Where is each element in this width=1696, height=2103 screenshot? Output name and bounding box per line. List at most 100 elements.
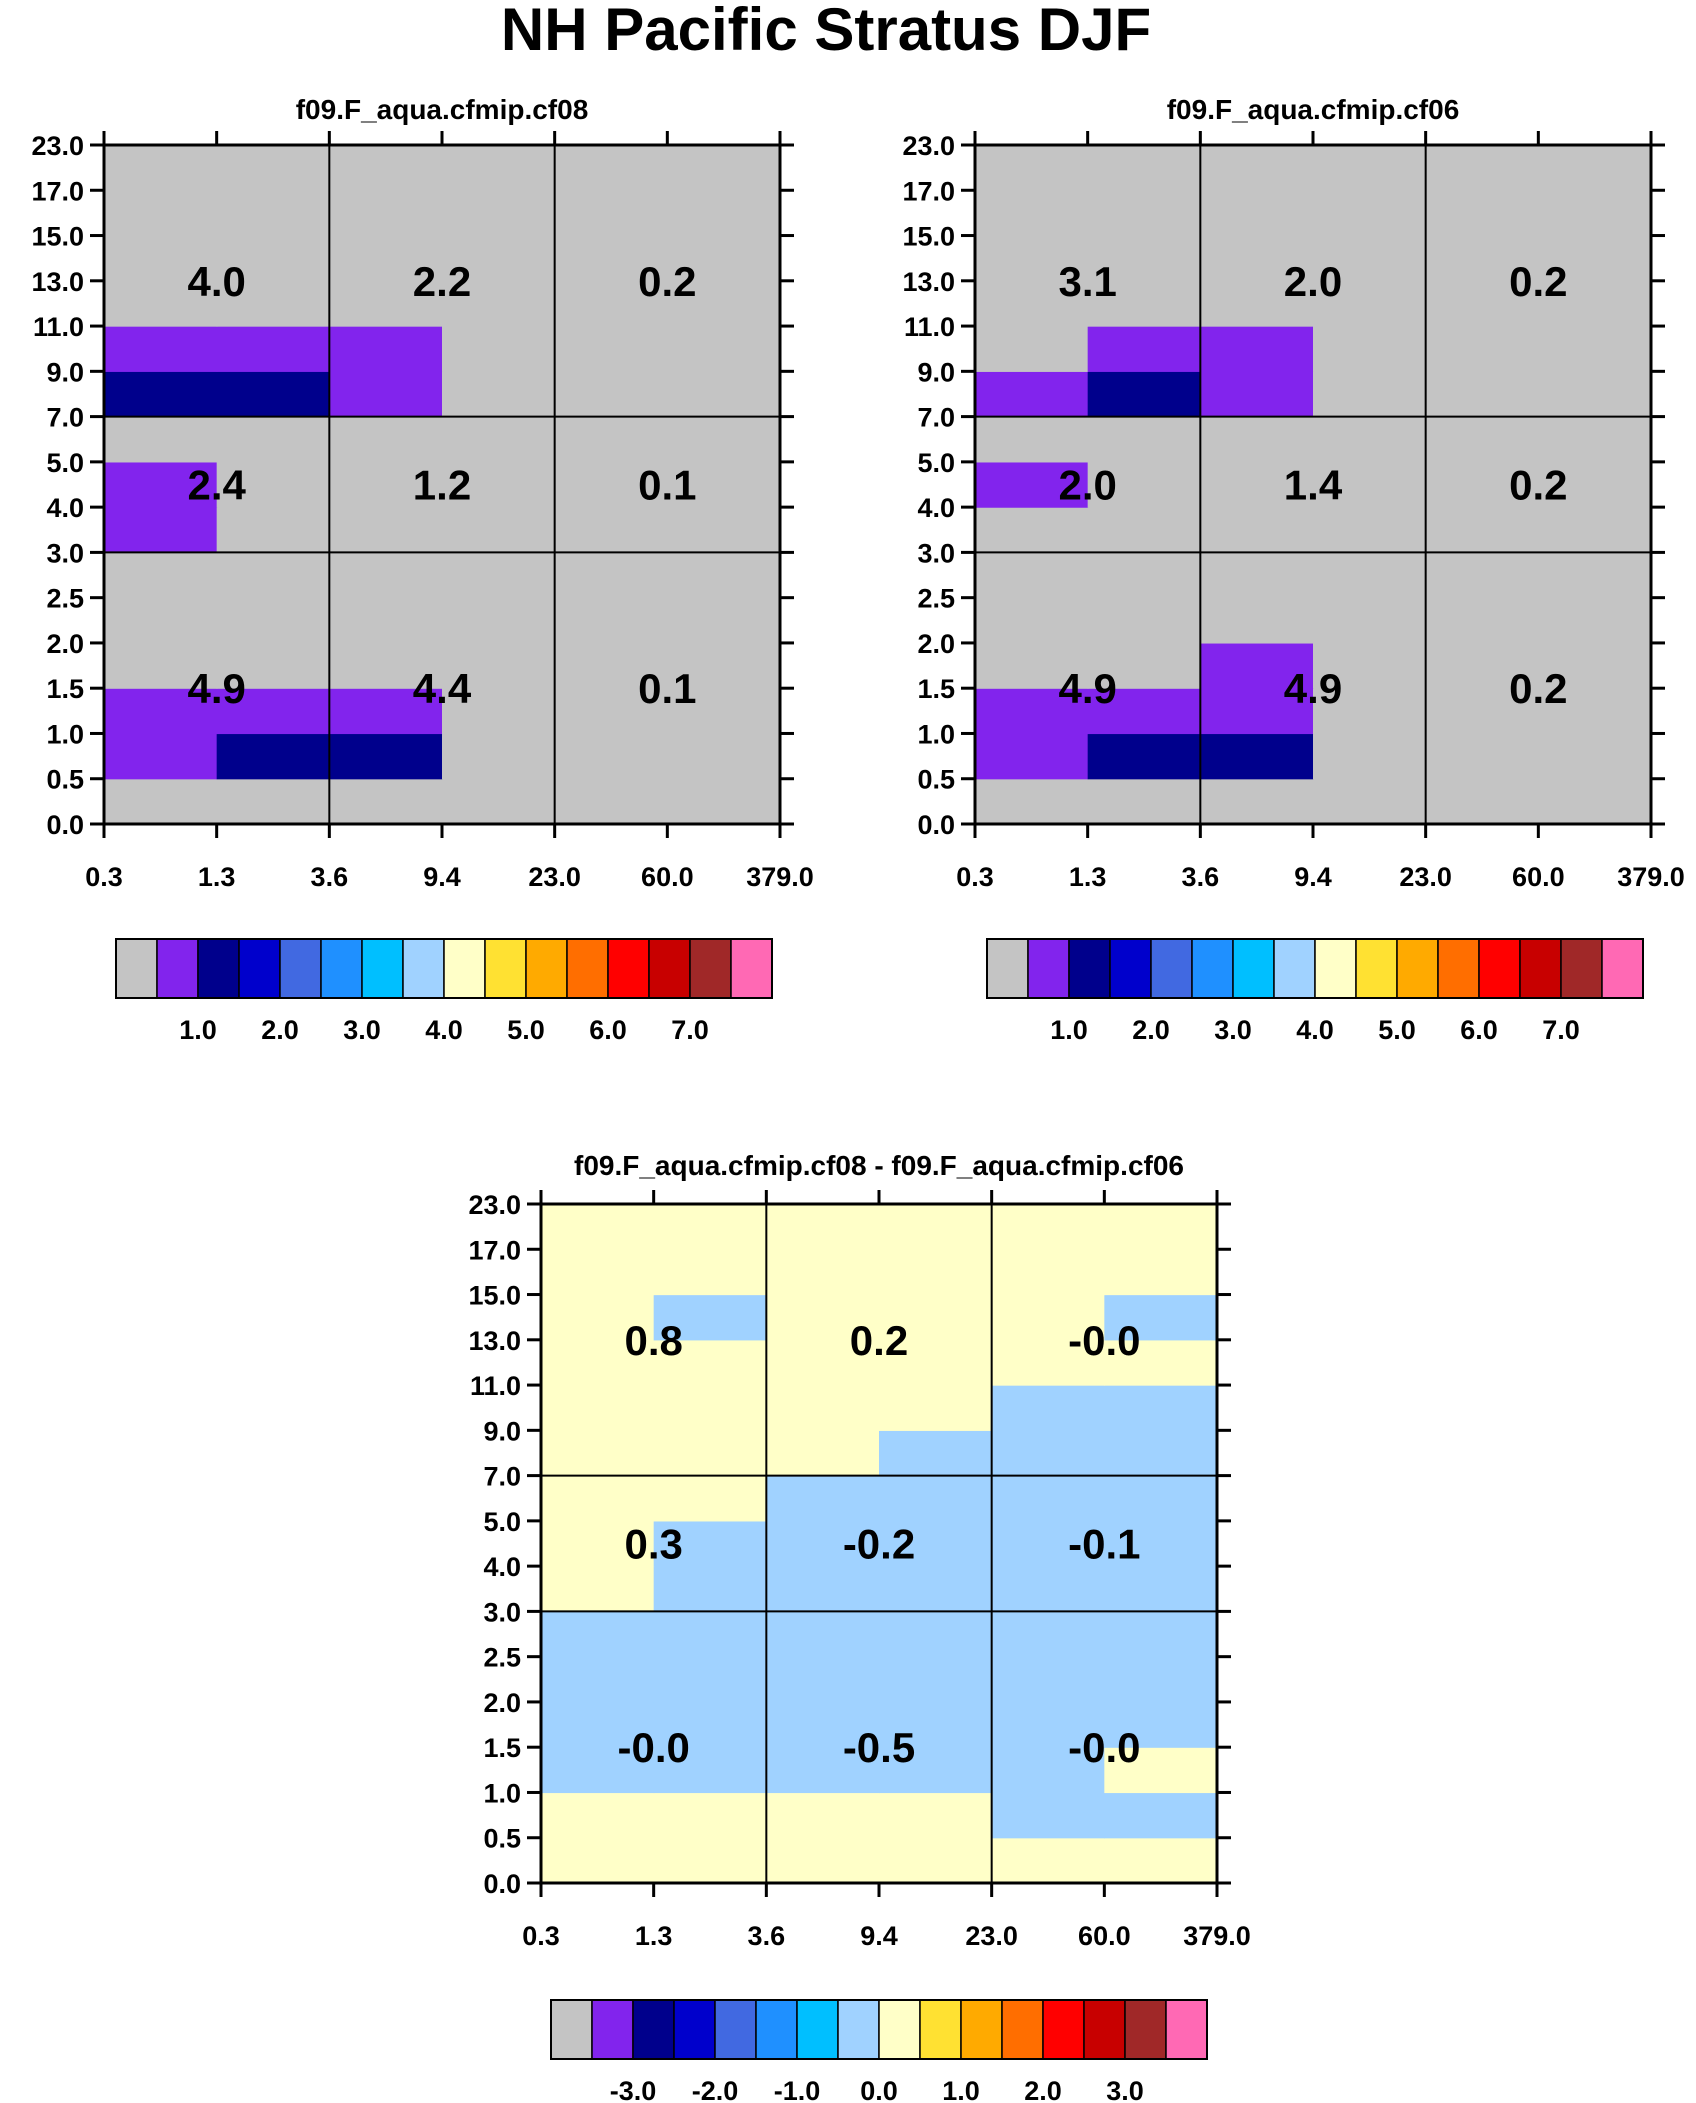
colorbar-label: 6.0 (1460, 1015, 1498, 1045)
colorbar-swatch (525, 938, 568, 999)
heatmap-cell (104, 778, 218, 825)
heatmap-cell (216, 642, 330, 689)
heatmap-cell (1425, 371, 1539, 418)
heatmap-cell (879, 1294, 993, 1341)
colorbar-swatch (919, 1999, 962, 2060)
heatmap-cell (104, 642, 218, 689)
colorbar-swatch (1109, 938, 1152, 999)
heatmap-cell (1313, 552, 1427, 599)
heatmap-cell (1087, 778, 1201, 825)
heatmap-cell (541, 1701, 655, 1748)
colorbar-label: 0.0 (860, 2076, 898, 2103)
heatmap-cell (1538, 642, 1652, 689)
colorbar-swatch (689, 938, 732, 999)
heatmap-cell (554, 688, 668, 735)
heatmap-cell (104, 507, 218, 553)
heatmap-cell (541, 1475, 655, 1522)
heatmap-cell (975, 642, 1089, 689)
y-tick-label: 15.0 (468, 1281, 521, 1311)
heatmap-cell (975, 461, 1089, 508)
colorbar-swatch (1232, 938, 1275, 999)
colorbar-swatch (1124, 1999, 1167, 2060)
heatmap-cell (1538, 371, 1652, 418)
y-tick-label: 1.0 (46, 719, 84, 749)
heatmap-cell (541, 1294, 655, 1341)
colorbar-label: 3.0 (1214, 1015, 1252, 1045)
region-value-label: 2.2 (413, 258, 471, 305)
heatmap-cell (653, 1430, 767, 1477)
heatmap-cell (975, 778, 1089, 825)
y-tick-label: 1.5 (46, 674, 84, 704)
y-tick-label: 3.0 (483, 1597, 521, 1627)
colorbar-swatch (1560, 938, 1603, 999)
heatmap-cell (1425, 326, 1539, 372)
y-tick-label: 7.0 (917, 403, 955, 433)
heatmap-cell (667, 280, 781, 327)
y-tick-label: 9.0 (46, 357, 84, 387)
heatmap-cell (667, 145, 781, 191)
colorbar-swatch (1068, 938, 1111, 999)
heatmap-cell (104, 688, 218, 735)
heatmap-cell (1200, 597, 1314, 644)
heatmap-cell (975, 597, 1089, 644)
heatmap-cell (975, 190, 1089, 237)
heatmap-cell (1200, 642, 1314, 689)
heatmap-cell (766, 1475, 880, 1522)
heatmap-cell (766, 1294, 880, 1341)
heatmap-cell (667, 371, 781, 418)
y-tick-label: 4.0 (917, 493, 955, 523)
chart-panel-2: f09.F_aqua.cfmip.cf06 0.3 1.3 3.6 9.4 23.0 60.… (902, 94, 1684, 1045)
heatmap-cell (216, 145, 330, 191)
x-tick-label: 3.6 (1182, 862, 1220, 892)
heatmap-cell (104, 597, 218, 644)
heatmap-cell (442, 688, 556, 735)
heatmap-cell (216, 280, 330, 327)
heatmap-cell (216, 507, 330, 553)
colorbar-swatch (1083, 1999, 1126, 2060)
heatmap-cell (1538, 552, 1652, 599)
region-value-label: -0.0 (1068, 1724, 1140, 1771)
colorbar-label: 1.0 (1050, 1015, 1088, 1045)
heatmap-cell (541, 1430, 655, 1477)
colorbar-frame (986, 938, 1644, 999)
heatmap-cell (1200, 461, 1314, 508)
region-value-label: -0.1 (1068, 1521, 1140, 1568)
y-tick-label: 2.0 (46, 629, 84, 659)
heatmap-cell (216, 190, 330, 237)
heatmap-cell (1538, 190, 1652, 237)
heatmap-cell (1104, 1204, 1218, 1250)
axis-ticks (527, 1190, 1231, 1897)
heatmap-cell (1087, 507, 1201, 553)
heatmap-cell (1425, 280, 1539, 327)
colorbar-swatch (1150, 938, 1193, 999)
colorbar-label: 3.0 (1106, 2076, 1144, 2103)
heatmap-cell (541, 1837, 655, 1884)
heatmap-cell (554, 597, 668, 644)
heatmap-cell (541, 1656, 655, 1703)
region-value-label: 0.2 (850, 1317, 908, 1364)
y-tick-label: 9.0 (917, 357, 955, 387)
heatmap-cell (442, 326, 556, 372)
heatmap-cell (442, 280, 556, 327)
colorbar-swatch (156, 938, 199, 999)
heatmap-cell (991, 1294, 1105, 1341)
x-tick-label: 60.0 (1512, 862, 1565, 892)
x-tick-label: 9.4 (860, 1921, 898, 1951)
heatmap-cell (554, 733, 668, 780)
heatmap-cell (667, 326, 781, 372)
y-tick-label: 7.0 (483, 1462, 521, 1492)
heatmap-cell (1200, 280, 1314, 327)
heatmap-cell (667, 597, 781, 644)
heatmap-cell (653, 1294, 767, 1341)
heatmap-cell (1538, 688, 1652, 735)
heatmap-cell (975, 280, 1089, 327)
colorbar-swatch (484, 938, 527, 999)
heatmap-cell (991, 1611, 1105, 1658)
colorbar-swatch (648, 938, 691, 999)
heatmap-cell (1425, 507, 1539, 553)
x-tick-label: 9.4 (423, 862, 461, 892)
heatmap-cells (975, 145, 1652, 825)
heatmap-cell (541, 1204, 655, 1250)
heatmap-cell (1425, 416, 1539, 463)
heatmap-cell (975, 371, 1089, 418)
